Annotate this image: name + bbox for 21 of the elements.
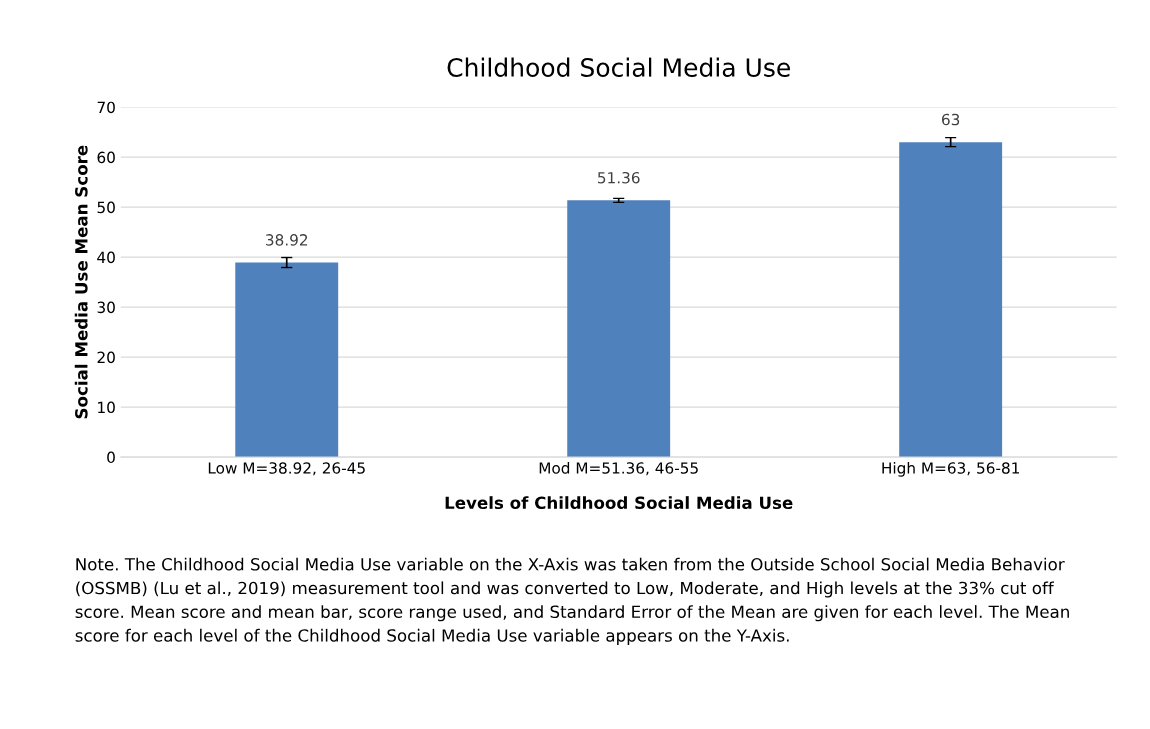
y-tick-label: 0 (107, 451, 115, 464)
y-axis-title: Social Media Use Mean Score (74, 145, 88, 419)
x-axis-title: Levels of Childhood Social Media Use (445, 496, 793, 510)
text: Note. The Childhood Social Media Use variable on the X-Axis was taken from the Outside School Social Media Behavior (OSSMB) (Lu et al., 2019) measurement tool and was converted to Low, Moderate, and High levels at the 33% cut off score. Mean score and mean bar, score range used, and Standard Error of the Mean are given for each level. The Mean score for each level of the Childhood Social Media Use variable appears on the Y-Axis. (75, 557, 1069, 645)
y-tick-label: 60 (97, 151, 115, 164)
y-tick-label: 70 (97, 101, 115, 114)
data-label: 38.92 (266, 234, 308, 246)
data-label: 63 (942, 113, 960, 126)
y-tick-label: 40 (97, 251, 115, 264)
y-tick-label: 20 (97, 351, 115, 364)
x-tick-label: Mod M=51.36, 46-55 (539, 461, 698, 476)
data-label: 51.36 (598, 171, 640, 184)
x-tick-label: High M=63, 56-81 (882, 461, 1020, 477)
bar (899, 142, 1003, 458)
chart-title: Childhood Social Media Use (447, 57, 790, 77)
bar (235, 262, 339, 458)
y-tick-label: 10 (98, 401, 115, 414)
y-tick-label: 30 (97, 301, 115, 314)
bar (567, 200, 671, 458)
x-tick-label: Low M=38.92, 26-45 (208, 462, 365, 476)
y-tick-label: 50 (97, 201, 115, 214)
